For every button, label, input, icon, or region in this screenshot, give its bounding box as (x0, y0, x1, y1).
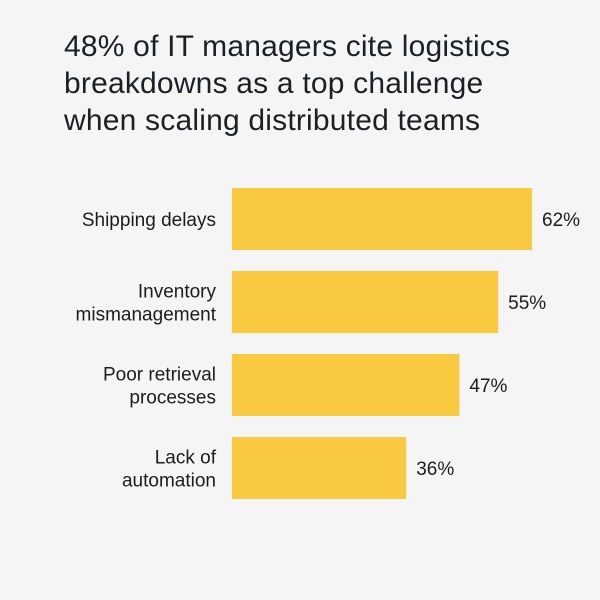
category-label-3: Poor retrieval processes (103, 365, 216, 409)
bar-3 (232, 354, 460, 416)
chart-title-line-3: when scaling distributed teams (64, 104, 481, 137)
category-label-1: Shipping delays (82, 210, 216, 231)
value-label-1: 62% (542, 210, 580, 231)
category-label-2: Inventory mismanagement (76, 282, 217, 326)
chart-title: 48% of IT managers cite logistics breakd… (64, 28, 584, 139)
chart-title-line-1: 48% of IT managers cite logistics (64, 30, 511, 63)
value-label-4: 36% (416, 459, 454, 480)
category-label-4: Lack of automation (122, 448, 217, 492)
value-label-3: 47% (469, 376, 507, 397)
bar-2 (232, 271, 499, 333)
value-label-2: 55% (508, 293, 546, 314)
bar-4 (232, 437, 407, 499)
bar-1 (232, 188, 532, 250)
chart-title-line-2: breakdowns as a top challenge (64, 67, 484, 100)
